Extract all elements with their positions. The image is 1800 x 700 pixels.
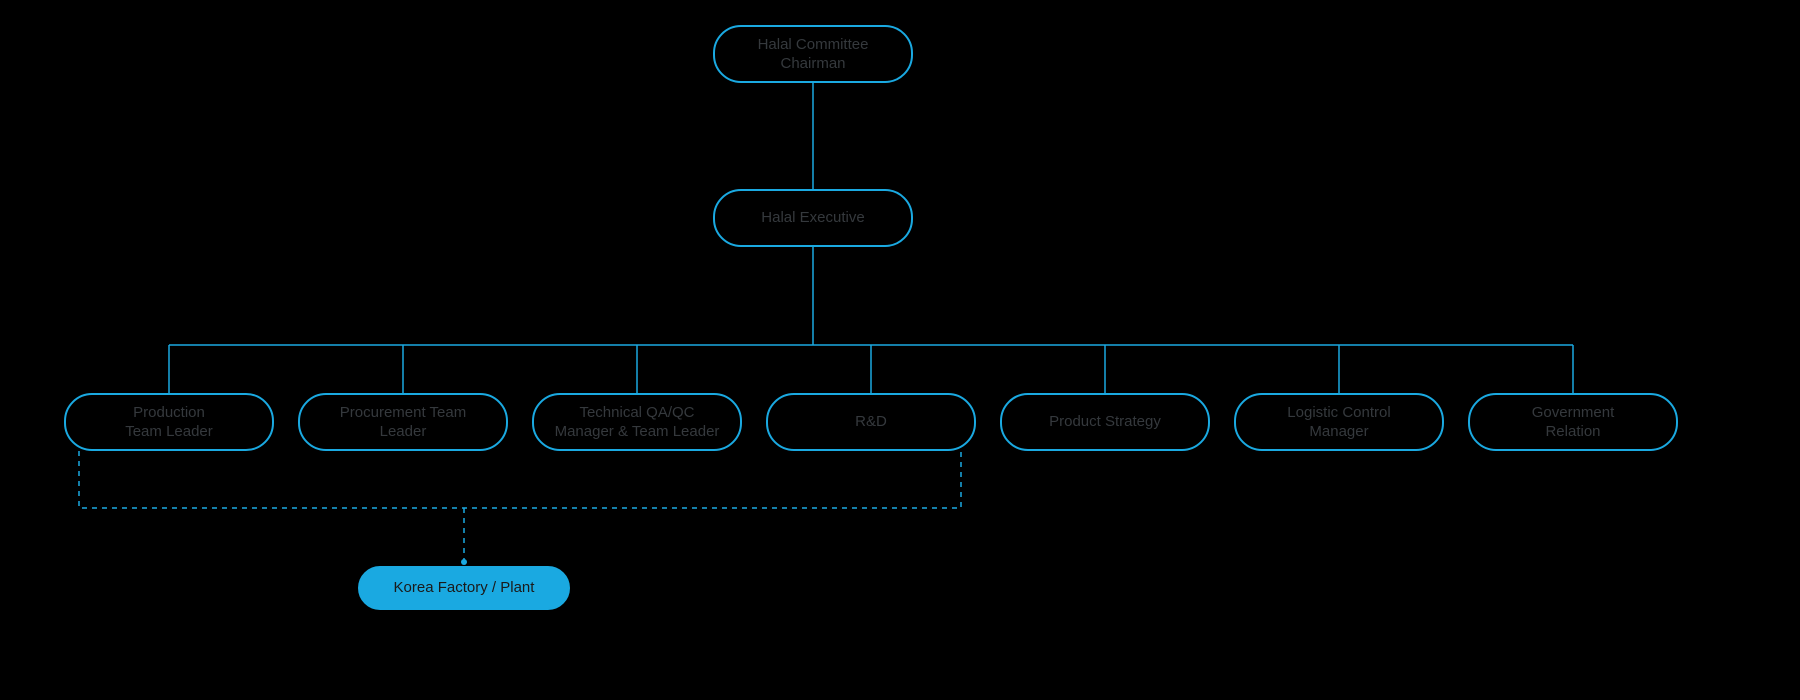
node-procurement: Procurement Team Leader	[298, 393, 508, 451]
node-rd: R&D	[766, 393, 976, 451]
node-production: Production Team Leader	[64, 393, 274, 451]
node-gov: Government Relation	[1468, 393, 1678, 451]
node-plant: Korea Factory / Plant	[358, 566, 570, 610]
node-logistic: Logistic Control Manager	[1234, 393, 1444, 451]
connector-dot	[461, 559, 467, 565]
node-executive: Halal Executive	[713, 189, 913, 247]
connectors-svg	[0, 0, 1800, 700]
node-chairman: Halal Committee Chairman	[713, 25, 913, 83]
connector-dashed-bracket	[79, 451, 961, 562]
node-technical: Technical QA/QC Manager & Team Leader	[532, 393, 742, 451]
node-strategy: Product Strategy	[1000, 393, 1210, 451]
org-chart-canvas: Halal Committee Chairman Halal Executive P…	[0, 0, 1800, 700]
